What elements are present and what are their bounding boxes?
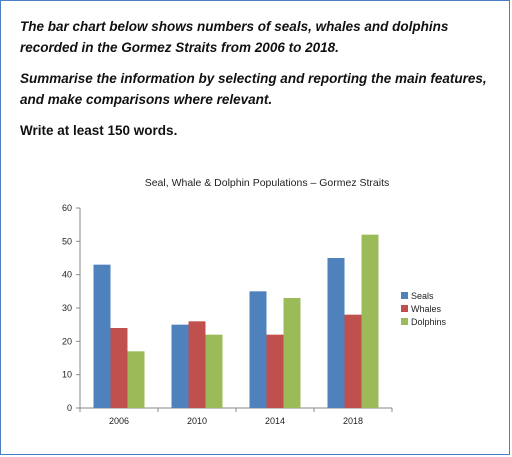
- y-axis: 0 10 20 30 40 50 60: [62, 203, 81, 413]
- bar-seals-2018: [327, 258, 345, 408]
- task-description: The bar chart below shows numbers of sea…: [20, 19, 449, 55]
- task-instruction: Summarise the information by selecting a…: [20, 71, 487, 107]
- x-tick-label: 2010: [187, 416, 207, 426]
- x-tick-label: 2006: [109, 416, 129, 426]
- legend-swatch-dolphins: [401, 318, 408, 325]
- y-tick-label: 10: [62, 370, 72, 380]
- bar-whales-2014: [266, 334, 284, 408]
- word-count-requirement: Write at least 150 words.: [20, 123, 178, 138]
- bar-seals-2010: [171, 324, 189, 408]
- legend-label-dolphins: Dolphins: [411, 317, 447, 327]
- bar-whales-2006: [110, 328, 128, 408]
- chart-title: Seal, Whale & Dolphin Populations – Gorm…: [145, 177, 390, 189]
- y-tick-label: 0: [67, 403, 72, 413]
- bar-seals-2014: [249, 291, 267, 408]
- legend-label-whales: Whales: [411, 304, 442, 314]
- bar-whales-2018: [344, 314, 362, 408]
- legend-swatch-seals: [401, 292, 408, 299]
- x-tick-label: 2014: [265, 416, 285, 426]
- legend: Seals Whales Dolphins: [401, 291, 447, 327]
- y-tick-label: 30: [62, 303, 72, 313]
- x-axis: 2006 2010 2014 2018: [79, 407, 393, 426]
- y-tick-label: 20: [62, 336, 72, 346]
- bars: [93, 234, 379, 408]
- bar-dolphins-2006: [127, 351, 145, 408]
- bar-dolphins-2010: [205, 334, 223, 408]
- legend-swatch-whales: [401, 305, 408, 312]
- legend-label-seals: Seals: [411, 291, 434, 301]
- task-prompt: The bar chart below shows numbers of sea…: [20, 16, 500, 141]
- bar-seals-2006: [93, 264, 111, 408]
- y-tick-label: 50: [62, 236, 72, 246]
- bar-dolphins-2018: [361, 234, 379, 408]
- bar-dolphins-2014: [283, 298, 301, 408]
- x-tick-label: 2018: [343, 416, 363, 426]
- y-tick-label: 40: [62, 270, 72, 280]
- bar-whales-2010: [188, 321, 206, 408]
- y-tick-label: 60: [62, 203, 72, 213]
